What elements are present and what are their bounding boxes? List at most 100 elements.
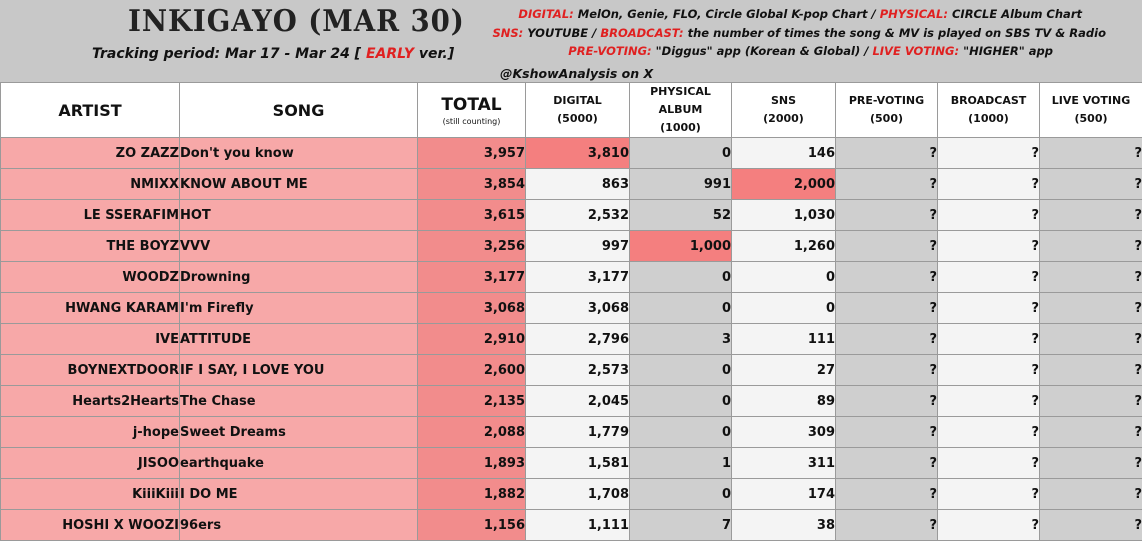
cell-artist: JISOO (1, 448, 180, 479)
cell-song: I'm Firefly (180, 293, 418, 324)
cell-total: 3,256 (418, 231, 526, 262)
cell-digital: 2,045 (526, 386, 630, 417)
col-header-live-voting: LIVE VOTING (500) (1040, 83, 1142, 138)
col-header-physical-label2: ALBUM (630, 101, 731, 119)
cell-physical: 991 (630, 169, 732, 200)
cell-sns: 309 (732, 417, 836, 448)
ranking-table: ARTIST SONG TOTAL (still counting) DIGIT… (0, 82, 1142, 541)
legend-line-voting: PRE-VOTING: "Diggus" app (Korean & Globa… (568, 44, 1053, 58)
cell-song: Sweet Dreams (180, 417, 418, 448)
cell-song: IF I SAY, I LOVE YOU (180, 355, 418, 386)
cell-broadcast: ? (938, 448, 1040, 479)
cell-artist: ZO ZAZZ (1, 138, 180, 169)
col-header-total-label: TOTAL (441, 95, 501, 115)
cell-prevoting: ? (836, 200, 938, 231)
cell-artist: HWANG KARAM (1, 293, 180, 324)
cell-physical: 0 (630, 355, 732, 386)
cell-total: 2,910 (418, 324, 526, 355)
table-header-row: ARTIST SONG TOTAL (still counting) DIGIT… (1, 83, 1142, 138)
cell-total: 3,068 (418, 293, 526, 324)
cell-artist: Hearts2Hearts (1, 386, 180, 417)
cell-sns: 89 (732, 386, 836, 417)
col-header-physical-max: (1000) (630, 119, 731, 137)
cell-song: I DO ME (180, 479, 418, 510)
col-header-total-note: (still counting) (418, 117, 525, 126)
cell-digital: 1,708 (526, 479, 630, 510)
col-header-prevoting-label: PRE-VOTING (836, 92, 937, 110)
cell-sns: 2,000 (732, 169, 836, 200)
cell-live: ? (1040, 417, 1142, 448)
cell-total: 3,854 (418, 169, 526, 200)
text-sns: YOUTUBE / (527, 26, 596, 40)
col-header-broadcast-label: BROADCAST (938, 92, 1039, 110)
tracking-early-tag: EARLY (366, 46, 414, 62)
cell-song: Don't you know (180, 138, 418, 169)
cell-live: ? (1040, 510, 1142, 541)
cell-artist: j-hope (1, 417, 180, 448)
col-header-artist: ARTIST (1, 83, 180, 138)
cell-broadcast: ? (938, 169, 1040, 200)
cell-song: HOT (180, 200, 418, 231)
cell-prevoting: ? (836, 138, 938, 169)
cell-prevoting: ? (836, 231, 938, 262)
cell-live: ? (1040, 231, 1142, 262)
cell-song: earthquake (180, 448, 418, 479)
cell-sns: 174 (732, 479, 836, 510)
legend-line-sns-broadcast: SNS: YOUTUBE / BROADCAST: the number of … (492, 26, 1106, 40)
cell-live: ? (1040, 138, 1142, 169)
cell-digital: 2,532 (526, 200, 630, 231)
chart-header: INKIGAYO (MAR 30) Tracking period: Mar 1… (0, 0, 1142, 82)
cell-song: Drowning (180, 262, 418, 293)
cell-broadcast: ? (938, 231, 1040, 262)
cell-total: 2,600 (418, 355, 526, 386)
cell-sns: 111 (732, 324, 836, 355)
cell-physical: 0 (630, 293, 732, 324)
cell-digital: 3,068 (526, 293, 630, 324)
cell-artist: LE SSERAFIM (1, 200, 180, 231)
cell-digital: 863 (526, 169, 630, 200)
cell-live: ? (1040, 479, 1142, 510)
cell-total: 3,615 (418, 200, 526, 231)
cell-prevoting: ? (836, 293, 938, 324)
label-livevoting: LIVE VOTING: (872, 44, 959, 58)
cell-sns: 1,260 (732, 231, 836, 262)
cell-prevoting: ? (836, 448, 938, 479)
cell-prevoting: ? (836, 324, 938, 355)
cell-sns: 27 (732, 355, 836, 386)
cell-total: 1,882 (418, 479, 526, 510)
cell-prevoting: ? (836, 262, 938, 293)
cell-prevoting: ? (836, 355, 938, 386)
cell-physical: 0 (630, 417, 732, 448)
legend-line-digital-physical: DIGITAL: MelOn, Genie, FLO, Circle Globa… (518, 7, 1082, 21)
cell-broadcast: ? (938, 138, 1040, 169)
credit-handle: @KshowAnalysis on X (500, 66, 653, 81)
cell-artist: WOODZ (1, 262, 180, 293)
label-sns: SNS: (492, 26, 523, 40)
cell-total: 2,135 (418, 386, 526, 417)
cell-sns: 0 (732, 293, 836, 324)
cell-artist: NMIXX (1, 169, 180, 200)
cell-artist: THE BOYZ (1, 231, 180, 262)
cell-song: 96ers (180, 510, 418, 541)
cell-prevoting: ? (836, 510, 938, 541)
cell-prevoting: ? (836, 417, 938, 448)
cell-total: 1,156 (418, 510, 526, 541)
cell-artist: BOYNEXTDOOR (1, 355, 180, 386)
col-header-live-label: LIVE VOTING (1040, 92, 1142, 110)
cell-total: 1,893 (418, 448, 526, 479)
cell-broadcast: ? (938, 386, 1040, 417)
col-header-digital-label: DIGITAL (526, 92, 629, 110)
cell-physical: 0 (630, 479, 732, 510)
cell-physical: 0 (630, 386, 732, 417)
col-header-broadcast-max: (1000) (938, 110, 1039, 128)
cell-broadcast: ? (938, 200, 1040, 231)
col-header-song: SONG (180, 83, 418, 138)
text-livevoting: "HIGHER" app (963, 44, 1053, 58)
cell-song: KNOW ABOUT ME (180, 169, 418, 200)
cell-digital: 1,581 (526, 448, 630, 479)
cell-broadcast: ? (938, 262, 1040, 293)
